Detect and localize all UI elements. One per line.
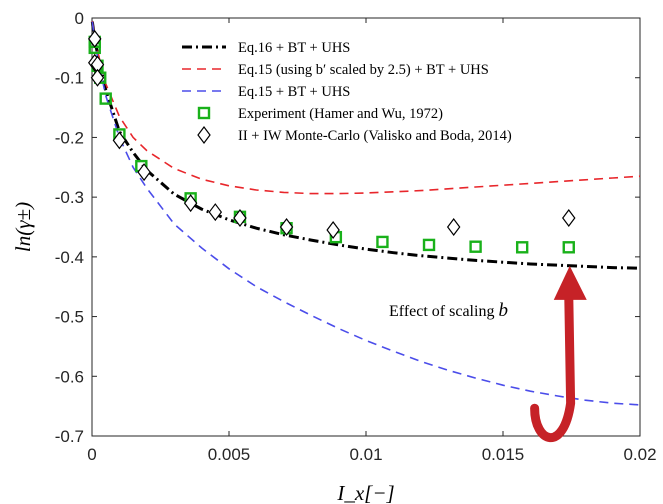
y-tick-label: -0.5 <box>55 308 84 327</box>
x-tick-label: 0.015 <box>482 445 525 464</box>
legend-label: Eq.15 + BT + UHS <box>238 84 350 100</box>
arrow-head <box>553 265 587 300</box>
experiment-point <box>99 92 112 105</box>
series-line-2 <box>91 20 641 195</box>
legend-entry: Eq.15 (using b′ scaled by 2.5) + BT + UH… <box>182 62 489 78</box>
legend-label: Experiment (Hamer and Wu, 1972) <box>238 106 443 122</box>
legend-swatch <box>197 126 211 144</box>
monte-carlo-point <box>112 131 127 150</box>
y-tick-label: -0.6 <box>55 367 84 386</box>
annotation-text: Effect of scaling b <box>389 300 508 321</box>
series-line-1 <box>90 21 641 270</box>
x-tick-label: 0 <box>87 445 96 464</box>
monte-carlo-point <box>90 68 105 87</box>
monte-carlo-point <box>446 218 461 236</box>
experiment-point <box>422 238 436 252</box>
y-axis: 0 -0.1 -0.2 -0.3 -0.4 -0.5 -0.6 -0.7 <box>55 9 640 446</box>
arrow-shaft <box>530 291 576 442</box>
monte-carlo-point <box>279 218 294 236</box>
plot-area <box>91 17 641 437</box>
monte-carlo-point <box>137 163 151 182</box>
x-axis-label: I_x[−] <box>336 481 394 504</box>
experiment-point <box>515 241 529 254</box>
monte-carlo-point <box>233 209 247 228</box>
legend-label: II + IW Monte-Carlo (Valisko and Boda, 2… <box>238 128 512 144</box>
legend-entry: Eq.15 + BT + UHS <box>182 84 350 100</box>
curves <box>90 20 641 406</box>
x-tick-label: 0.005 <box>208 445 251 464</box>
y-axis-label: ln(γ±) <box>11 202 35 252</box>
x-tick-label: 0.01 <box>349 445 382 464</box>
legend-label: Eq.16 + BT + UHS <box>238 40 350 56</box>
monte-carlo-point <box>183 194 198 213</box>
x-axis: 0 0.005 0.01 0.015 0.02 <box>87 18 657 464</box>
experiment-point <box>469 240 482 253</box>
legend-entry: Eq.16 + BT + UHS <box>182 40 350 56</box>
y-tick-label: -0.1 <box>55 69 84 88</box>
markers <box>87 29 576 254</box>
scaling-arrow <box>530 265 587 442</box>
experiment-point <box>562 241 575 254</box>
legend-label: Eq.15 (using b′ scaled by 2.5) + BT + UH… <box>238 62 489 78</box>
monte-carlo-point <box>87 29 102 48</box>
legend-entry: II + IW Monte-Carlo (Valisko and Boda, 2… <box>197 126 512 144</box>
y-tick-label: 0 <box>75 9 84 28</box>
y-tick-label: -0.2 <box>55 128 84 147</box>
series-line-3 <box>91 21 641 406</box>
legend: Eq.16 + BT + UHS Eq.15 (using b′ scaled b… <box>182 40 512 144</box>
monte-carlo-point <box>562 209 576 228</box>
y-tick-label: -0.3 <box>55 188 84 207</box>
y-tick-label: -0.4 <box>55 248 84 267</box>
y-tick-label: -0.7 <box>55 427 84 446</box>
monte-carlo-point <box>208 203 223 222</box>
experiment-point <box>376 235 389 249</box>
legend-swatch <box>197 106 211 120</box>
x-tick-label: 0.02 <box>623 445 656 464</box>
legend-entry: Experiment (Hamer and Wu, 1972) <box>197 106 443 122</box>
monte-carlo-point <box>326 220 340 239</box>
